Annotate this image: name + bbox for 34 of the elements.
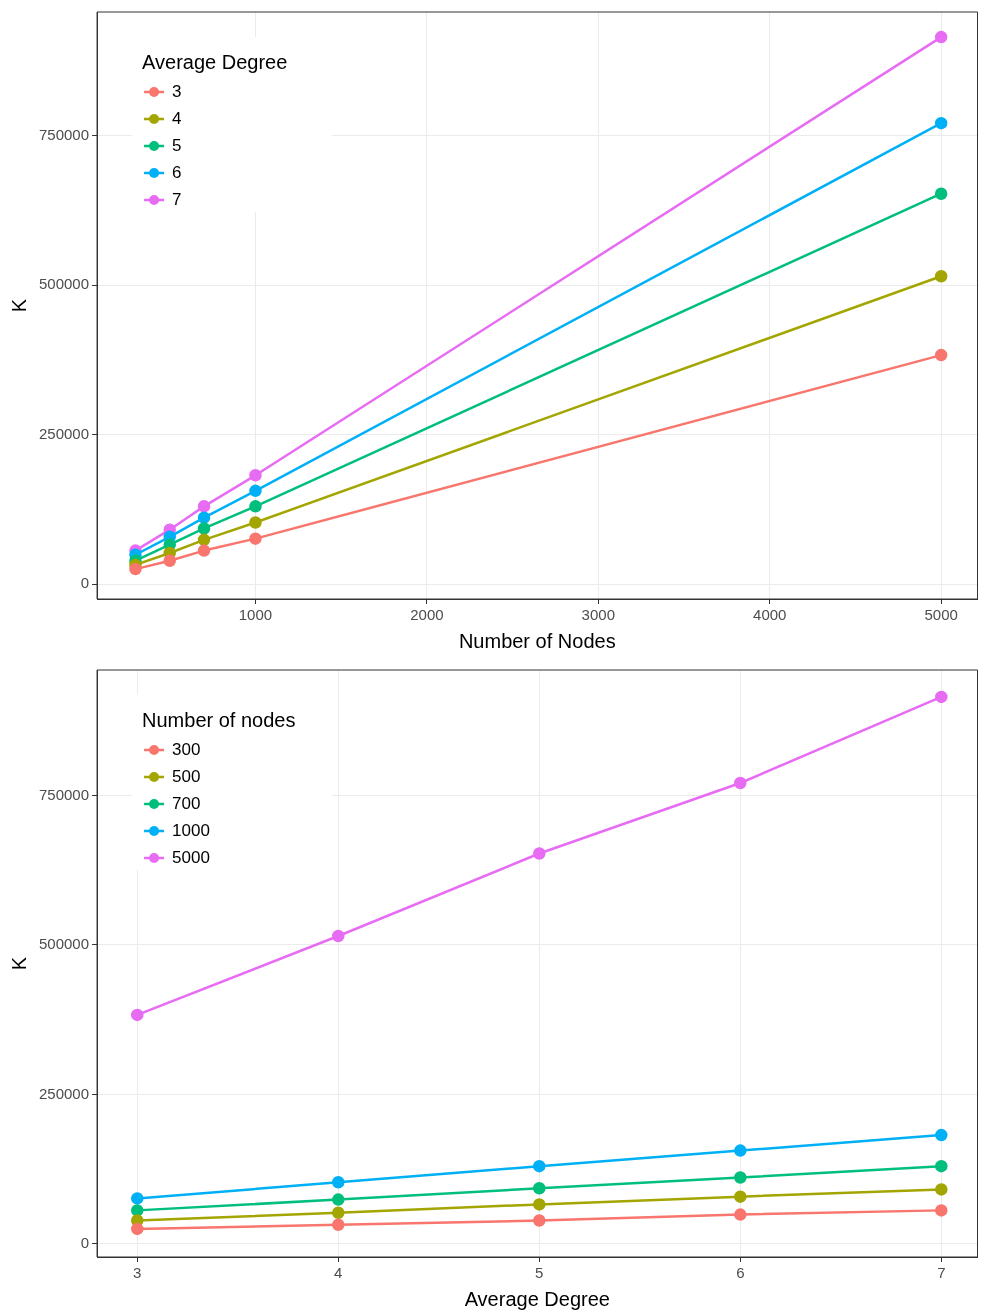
x-tick-label: 2000 bbox=[410, 606, 444, 624]
x-tick-label: 5000 bbox=[924, 606, 958, 624]
x-axis-title: Number of Nodes bbox=[458, 629, 616, 652]
y-tick-label: 250000 bbox=[38, 424, 90, 442]
legend-label: 7 bbox=[172, 189, 182, 209]
x-axis-title: Average Degree bbox=[464, 1287, 610, 1310]
legend-title: Average Degree bbox=[142, 50, 288, 73]
y-axis-title: K bbox=[7, 956, 30, 971]
legend-label: 5 bbox=[172, 135, 182, 155]
x-tick-label: 3 bbox=[133, 1264, 142, 1282]
y-tick-label: 250000 bbox=[38, 1084, 90, 1102]
y-tick-label: 0 bbox=[80, 1233, 90, 1251]
x-tick-label: 7 bbox=[937, 1264, 946, 1282]
x-tick-label: 6 bbox=[736, 1264, 745, 1282]
x-tick-label: 1000 bbox=[238, 606, 273, 624]
legend-title: Number of nodes bbox=[142, 708, 296, 731]
y-tick-label: 750000 bbox=[38, 785, 90, 803]
legend-label: 4 bbox=[172, 108, 182, 128]
y-tick-label: 750000 bbox=[38, 125, 90, 143]
x-tick-label: 4 bbox=[334, 1264, 343, 1282]
legend-label: 6 bbox=[172, 162, 182, 182]
x-tick-label: 5 bbox=[535, 1264, 544, 1282]
x-tick-label: 3000 bbox=[581, 606, 615, 624]
legend-label: 3 bbox=[172, 81, 182, 101]
legend-label: 5000 bbox=[172, 847, 210, 867]
legend-label: 700 bbox=[172, 793, 201, 813]
legend-label: 1000 bbox=[172, 820, 210, 840]
legend-label: 300 bbox=[172, 739, 201, 759]
y-tick-label: 0 bbox=[80, 574, 90, 592]
legend-label: 500 bbox=[172, 766, 201, 786]
x-tick-label: 4000 bbox=[753, 606, 787, 624]
y-tick-label: 500000 bbox=[38, 275, 90, 293]
y-axis-title: K bbox=[7, 298, 30, 313]
y-tick-label: 500000 bbox=[38, 935, 90, 953]
